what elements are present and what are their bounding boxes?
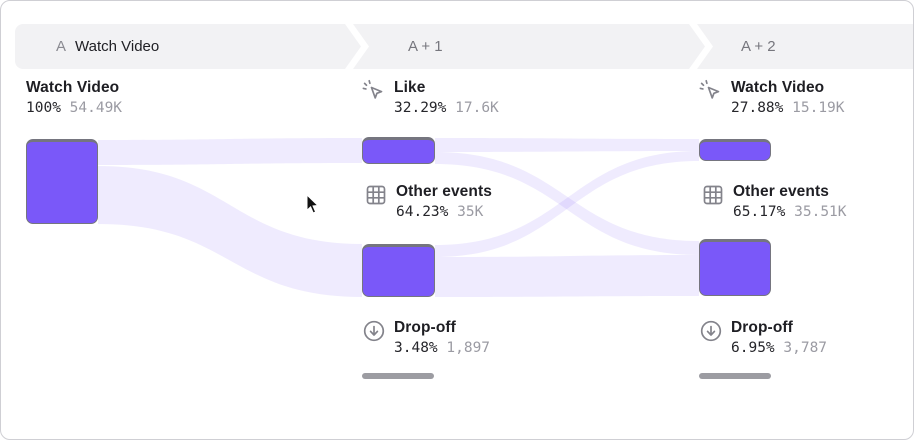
event-stats: 64.23% 35K (396, 204, 484, 220)
step-a-label: Watch Video (75, 38, 160, 55)
flow-like-to-otherevents2[interactable] (435, 152, 699, 255)
event-name: Other events (396, 183, 492, 200)
event-name: Watch Video (731, 79, 825, 96)
event-stats: 6.95% 3,787 (731, 340, 828, 356)
node-step1-like[interactable] (362, 137, 435, 164)
grid-icon (703, 185, 723, 205)
label-step1-other-events[interactable]: Other events 64.23% 35K (364, 182, 492, 223)
flow-like-to-watchvideo2[interactable] (435, 138, 699, 152)
node-step1-drop-off-bar[interactable] (362, 373, 434, 379)
label-step0-watch-video[interactable]: Watch Video 100% 54.49K (26, 78, 122, 119)
flow-watchvideo-to-like[interactable] (98, 138, 362, 165)
event-stats: 32.29% 17.6K (394, 100, 499, 116)
event-stats: 100% 54.49K (26, 100, 123, 116)
event-name: Drop-off (731, 319, 793, 336)
drop-off-icon (363, 320, 385, 342)
label-step1-like[interactable]: Like 32.29% 17.6K (362, 78, 499, 119)
event-name: Watch Video (26, 79, 120, 96)
step-a-badge: A (56, 38, 67, 55)
flow-otherevents-to-otherevents2[interactable] (435, 255, 699, 297)
node-step2-other-events[interactable] (699, 239, 771, 296)
event-stats: 27.88% 15.19K (731, 100, 845, 116)
event-stats: 3.48% 1,897 (394, 340, 491, 356)
label-step2-other-events[interactable]: Other events 65.17% 35.51K (701, 182, 847, 223)
event-stats: 65.17% 35.51K (733, 204, 847, 220)
label-step2-watch-video[interactable]: Watch Video 27.88% 15.19K (699, 78, 845, 119)
grid-icon (366, 185, 386, 205)
label-step2-drop-off[interactable]: Drop-off 6.95% 3,787 (699, 318, 827, 359)
event-name: Drop-off (394, 319, 456, 336)
step-header-a2[interactable]: A + 2 (697, 24, 913, 69)
mouse-cursor-icon (306, 194, 319, 214)
event-name: Other events (733, 183, 829, 200)
event-name: Like (394, 79, 426, 96)
click-icon (699, 79, 720, 99)
flow-watchvideo-to-otherevents[interactable] (98, 166, 362, 297)
step-a2-label: A + 2 (741, 38, 776, 55)
flow-otherevents-to-watchvideo2[interactable] (435, 151, 699, 257)
step-header-a1[interactable]: A + 1 (353, 24, 705, 69)
step-a1-label: A + 1 (408, 38, 443, 55)
node-step2-drop-off-bar[interactable] (699, 373, 771, 379)
label-step1-drop-off[interactable]: Drop-off 3.48% 1,897 (362, 318, 490, 359)
node-step2-watch-video[interactable] (699, 139, 771, 161)
click-icon (362, 79, 383, 99)
step-breadcrumb: A Watch Video A + 1 A + 2 (1, 24, 913, 69)
drop-off-icon (700, 320, 722, 342)
node-step0-watch-video[interactable] (26, 139, 98, 224)
step-header-a[interactable]: A Watch Video (15, 24, 361, 69)
node-step1-other-events[interactable] (362, 244, 435, 297)
